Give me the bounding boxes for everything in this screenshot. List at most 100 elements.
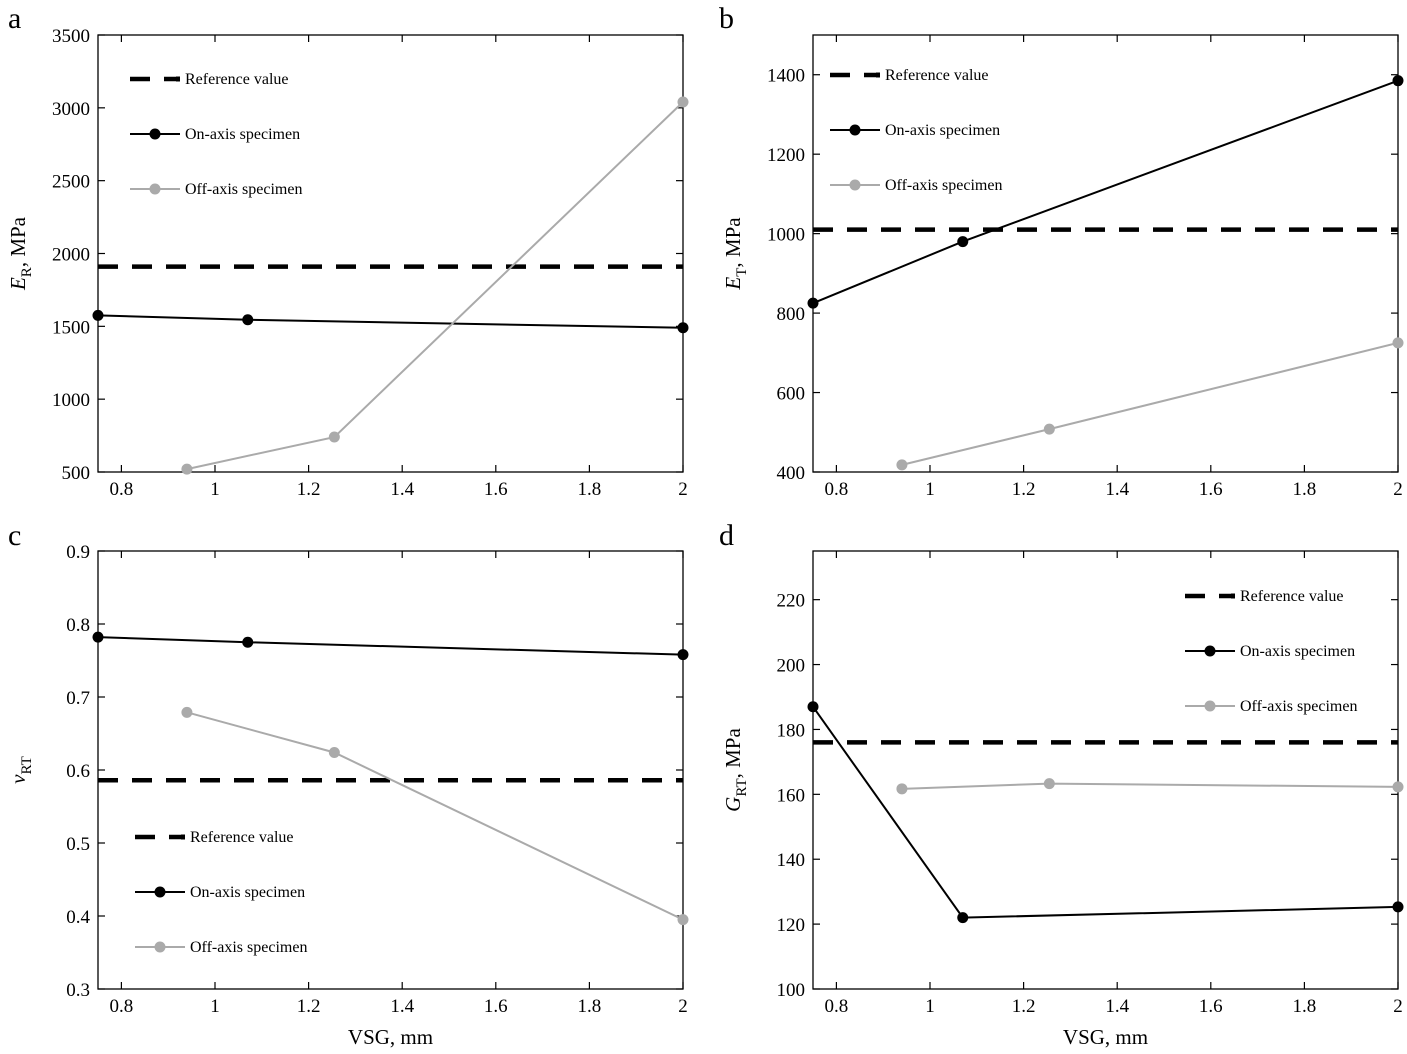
x-tick-label: 1.2 — [1012, 996, 1036, 1017]
data-point-on-axis — [242, 314, 254, 326]
y-tick-label: 140 — [777, 850, 806, 871]
y-tick-label: 800 — [777, 304, 806, 325]
data-point-off-axis — [1392, 781, 1404, 793]
y-tick-label: 0.5 — [66, 834, 90, 855]
legend-swatch-reference-end — [181, 834, 185, 840]
legend-label: Off-axis specimen — [885, 177, 1002, 194]
y-tick-label: 120 — [777, 915, 806, 936]
data-point-on-axis — [677, 649, 689, 661]
y-axis-label: ET, MPa — [721, 217, 750, 291]
y-tick-label: 0.6 — [66, 761, 90, 782]
data-point-off-axis — [677, 96, 689, 108]
data-point-off-axis — [1043, 423, 1055, 435]
legend-swatch-marker — [1204, 645, 1216, 657]
y-axis-label-subscript: R — [19, 267, 35, 277]
data-point-off-axis — [181, 706, 193, 718]
data-point-on-axis — [677, 322, 689, 334]
legend-swatch-marker — [149, 128, 161, 140]
y-tick-label: 0.4 — [66, 907, 90, 928]
x-tick-label: 2 — [678, 996, 688, 1017]
x-tick-label: 1.2 — [1012, 479, 1036, 500]
legend-label: On-axis specimen — [185, 126, 300, 143]
y-tick-label: 600 — [777, 384, 806, 405]
x-tick-label: 0.8 — [110, 479, 134, 500]
y-tick-label: 1400 — [767, 66, 805, 87]
x-tick-label: 2 — [1393, 996, 1403, 1017]
x-axis-label: VSG, mm — [348, 1025, 433, 1049]
x-tick-label: 1.8 — [578, 479, 602, 500]
data-point-on-axis — [807, 297, 819, 309]
x-tick-label: 2 — [1393, 479, 1403, 500]
y-tick-label: 1500 — [52, 317, 90, 338]
y-tick-label: 0.7 — [66, 688, 90, 709]
legend-swatch-marker — [149, 183, 161, 195]
x-tick-label: 1 — [210, 996, 220, 1017]
legend-label: On-axis specimen — [190, 884, 305, 901]
y-axis-label-symbol: E — [721, 277, 745, 291]
panel-letter-d: d — [719, 519, 734, 552]
legend-swatch-marker — [154, 886, 166, 898]
series-line-off-axis — [901, 782, 1399, 790]
data-point-on-axis — [957, 912, 969, 924]
legend-label: Reference value — [185, 71, 288, 88]
panel-letter-c: c — [8, 519, 21, 552]
series-line-on-axis — [812, 706, 1399, 919]
y-tick-label: 1000 — [52, 390, 90, 411]
chart-panel-b: b 0.8 1 1.2 1.4 1.6 1.8 2 400 600 800 1000 1200 1400 E… — [719, 2, 1404, 500]
data-point-on-axis — [1392, 901, 1404, 913]
legend-swatch-reference-end — [176, 76, 180, 82]
legend-swatch-marker — [1204, 700, 1216, 712]
y-tick-label: 1200 — [767, 145, 805, 166]
y-tick-label: 180 — [777, 720, 806, 741]
y-tick-label: 160 — [777, 785, 806, 806]
series-line-on-axis — [97, 636, 684, 656]
data-point-on-axis — [242, 636, 254, 648]
data-point-on-axis — [807, 701, 819, 713]
series-line-off-axis — [186, 101, 684, 471]
data-point-off-axis — [1043, 778, 1055, 790]
y-tick-label: 200 — [777, 656, 806, 677]
series-line-off-axis — [901, 341, 1399, 466]
y-axis-label: ER, MPa — [6, 216, 35, 291]
y-tick-label: 500 — [62, 463, 91, 484]
data-point-off-axis — [896, 783, 908, 795]
legend-label: Reference value — [885, 67, 988, 84]
y-axis-label: GRT, MPa — [721, 728, 750, 812]
x-tick-label: 1.6 — [484, 479, 508, 500]
plot-frame — [812, 550, 1399, 990]
legend-swatch-marker — [154, 941, 166, 953]
panel-letter-a: a — [8, 2, 21, 35]
y-tick-label: 100 — [777, 980, 806, 1001]
legend-label: Reference value — [190, 829, 293, 846]
y-axis-label-subscript: RT — [19, 756, 35, 774]
legend-label: Off-axis specimen — [185, 181, 302, 198]
legend-label: Off-axis specimen — [190, 939, 307, 956]
x-tick-label: 1.8 — [1293, 996, 1317, 1017]
x-tick-label: 1 — [925, 996, 935, 1017]
x-tick-label: 1.4 — [390, 996, 414, 1017]
y-axis-label-symbol: ν — [6, 774, 30, 784]
legend-label: Off-axis specimen — [1240, 698, 1357, 715]
data-point-off-axis — [181, 463, 193, 475]
legend-swatch-marker — [849, 124, 861, 136]
data-point-on-axis — [957, 236, 969, 248]
legend-label: On-axis specimen — [885, 122, 1000, 139]
x-tick-label: 0.8 — [825, 479, 849, 500]
data-point-on-axis — [1392, 75, 1404, 87]
y-axis-label-unit: , MPa — [721, 728, 745, 779]
y-tick-label: 1000 — [767, 225, 805, 246]
y-axis-label-unit: , MPa — [6, 216, 30, 267]
x-tick-label: 1.2 — [297, 996, 321, 1017]
y-tick-label: 2000 — [52, 245, 90, 266]
legend-label: On-axis specimen — [1240, 643, 1355, 660]
x-tick-label: 1.6 — [484, 996, 508, 1017]
plot-frame — [812, 34, 1399, 473]
data-point-off-axis — [677, 914, 689, 926]
x-tick-label: 1.4 — [390, 479, 414, 500]
series-line-on-axis — [97, 314, 684, 329]
data-point-off-axis — [1392, 337, 1404, 349]
y-axis-label-subscript: RT — [734, 778, 750, 796]
legend-swatch-reference-end — [876, 72, 880, 78]
y-axis-label-symbol: E — [6, 277, 30, 291]
